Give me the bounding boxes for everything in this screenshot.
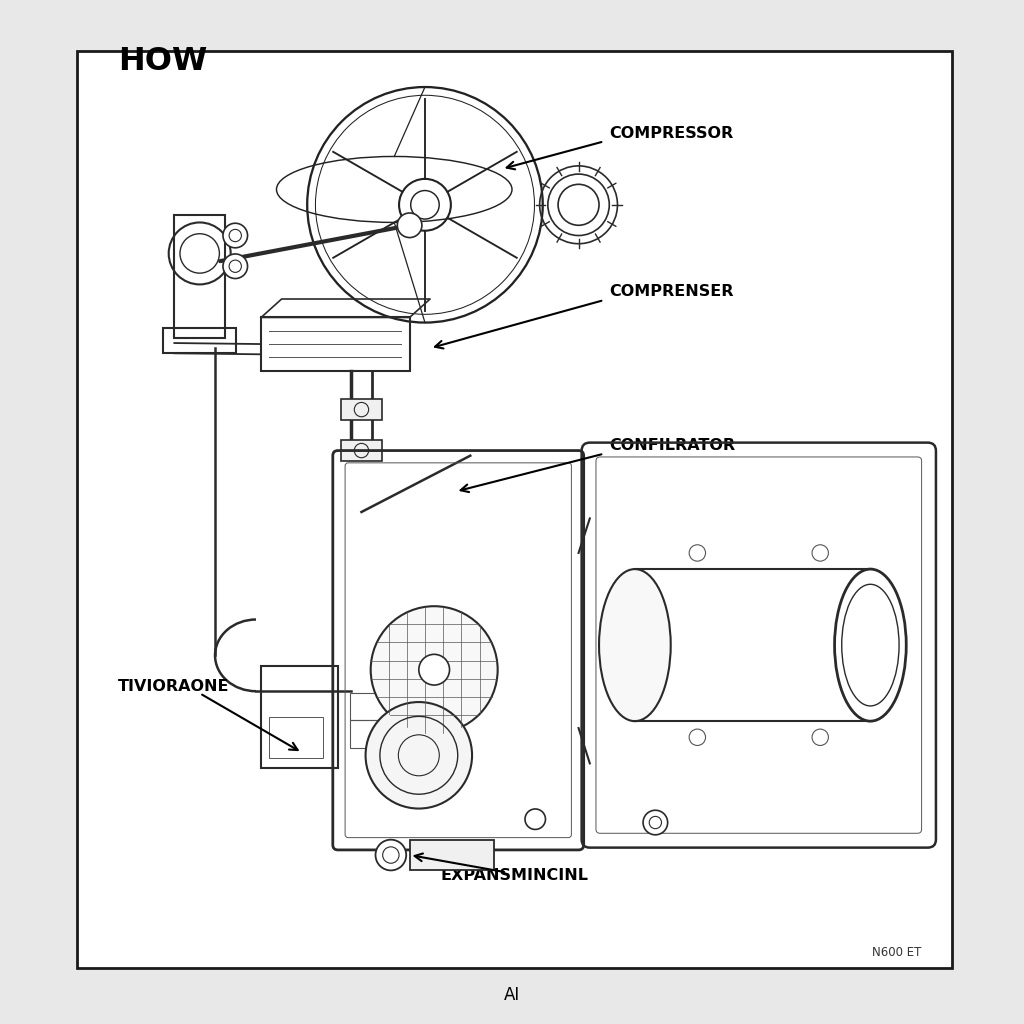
Bar: [261, 317, 410, 371]
Circle shape: [397, 213, 422, 238]
Text: N600 ET: N600 ET: [872, 946, 922, 958]
Text: HOW: HOW: [118, 46, 207, 77]
Text: COMPRENSER: COMPRENSER: [609, 285, 734, 299]
Bar: [341, 399, 382, 420]
Bar: [269, 717, 324, 758]
Circle shape: [643, 810, 668, 835]
Text: COMPRESSOR: COMPRESSOR: [609, 126, 733, 140]
Circle shape: [376, 840, 407, 870]
Text: TIVIORAONE: TIVIORAONE: [118, 679, 229, 693]
Text: AI: AI: [504, 986, 520, 1005]
Circle shape: [371, 606, 498, 733]
Ellipse shape: [835, 569, 906, 721]
Bar: [174, 215, 225, 338]
FancyBboxPatch shape: [77, 51, 952, 968]
Circle shape: [366, 702, 472, 809]
Bar: [350, 720, 393, 748]
Text: EXPANSMINCINL: EXPANSMINCINL: [440, 868, 589, 883]
Circle shape: [419, 654, 450, 685]
Bar: [163, 328, 237, 353]
Circle shape: [525, 809, 546, 829]
Circle shape: [223, 223, 248, 248]
Ellipse shape: [599, 569, 671, 721]
Bar: [341, 440, 382, 461]
Circle shape: [223, 254, 248, 279]
Bar: [261, 666, 338, 768]
Bar: [350, 693, 393, 720]
Text: CONFILRATOR: CONFILRATOR: [609, 438, 735, 453]
Bar: [410, 840, 495, 870]
